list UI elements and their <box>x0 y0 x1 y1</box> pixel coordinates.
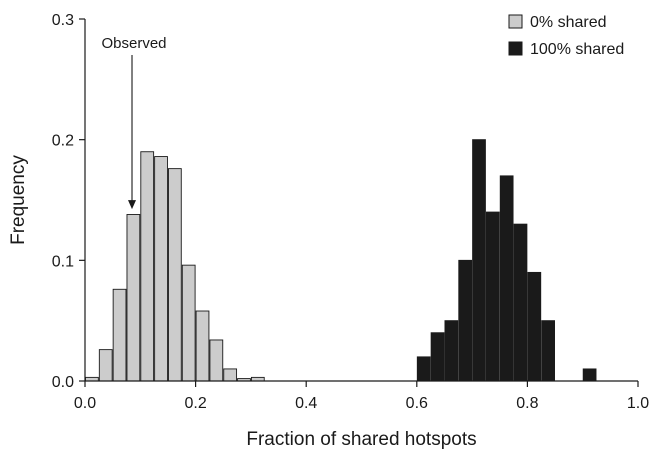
bar-zero-shared-8 <box>195 310 210 382</box>
bar-full-shared-2 <box>444 320 459 382</box>
bar-zero-shared-9 <box>209 339 224 382</box>
x-tick-label: 0.2 <box>184 395 206 412</box>
bar-full-shared-4 <box>472 139 486 382</box>
y-tick-label: 0.3 <box>52 12 74 29</box>
bar-full-shared-3 <box>458 259 473 382</box>
bar-full-shared-1 <box>430 332 445 382</box>
observed-label: Observed <box>101 35 166 52</box>
bars-layer <box>85 139 597 382</box>
x-tick-label: 0.8 <box>516 395 538 412</box>
bar-zero-shared-5 <box>154 156 168 382</box>
x-tick-label: 0.0 <box>74 395 96 412</box>
bar-zero-shared-2 <box>112 288 127 382</box>
tick-labels-layer: 0.0 0.2 0.4 0.6 0.8 1.0 0.0 0.1 0.2 0.3 <box>52 12 649 412</box>
axes-layer <box>79 18 639 387</box>
bar-zero-shared-1 <box>98 349 113 382</box>
legend-label-1: 100% shared <box>530 41 624 58</box>
legend: 0% shared 100% shared <box>508 14 624 58</box>
y-axis-title: Frequency <box>8 155 29 245</box>
bar-full-shared-8 <box>527 271 542 382</box>
annotation-layer: Observed <box>101 35 167 210</box>
bar-full-shared-5 <box>485 211 500 382</box>
legend-swatch-0 <box>508 14 523 29</box>
bar-full-shared-0 <box>416 356 431 382</box>
observed-arrow-head-icon <box>128 200 137 210</box>
bar-zero-shared-10 <box>223 368 238 382</box>
bar-full-shared-9 <box>541 320 555 382</box>
bar-zero-shared-7 <box>181 264 196 382</box>
bar-full-shared-6 <box>499 175 514 382</box>
bar-zero-shared-4 <box>140 151 155 382</box>
bar-zero-shared-6 <box>167 168 182 382</box>
bar-zero-shared-3 <box>126 214 141 382</box>
legend-swatch-1 <box>508 41 523 56</box>
bar-full-shared-10 <box>582 368 597 382</box>
x-axis-title: Fraction of shared hotspots <box>246 429 476 450</box>
legend-label-0: 0% shared <box>530 14 607 31</box>
bar-full-shared-7 <box>513 223 528 382</box>
x-tick-label: 0.6 <box>406 395 428 412</box>
x-tick-label: 1.0 <box>627 395 649 412</box>
x-tick-label: 0.4 <box>295 395 317 412</box>
y-tick-label: 0.0 <box>52 374 74 391</box>
y-tick-label: 0.1 <box>52 253 74 270</box>
y-tick-label: 0.2 <box>52 133 74 150</box>
